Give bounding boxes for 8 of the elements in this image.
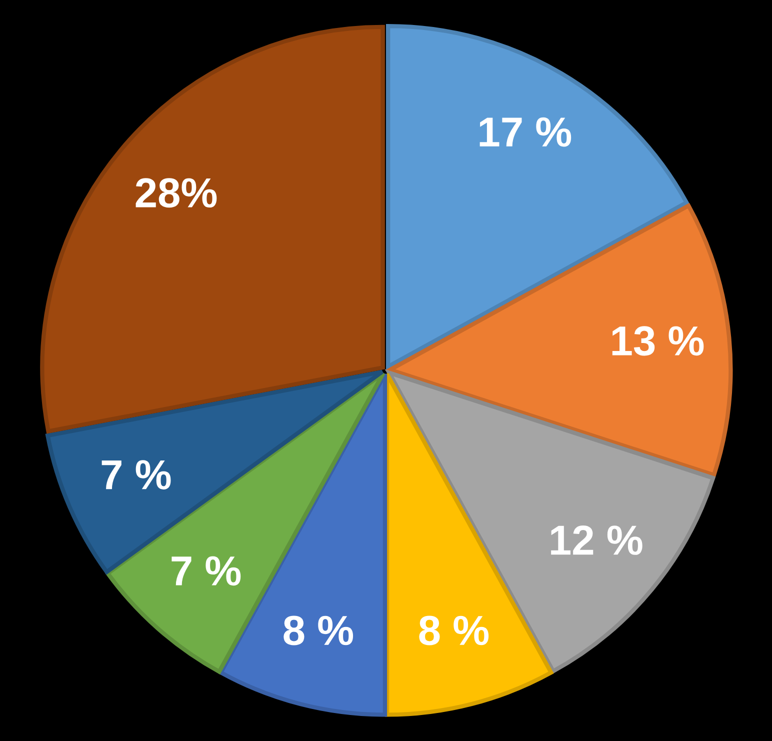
data-label: 13 % — [612, 326, 704, 356]
data-label: 8 % — [419, 616, 489, 646]
data-label: 12 % — [551, 525, 642, 555]
data-label: 28% — [136, 178, 217, 208]
data-label: 8 % — [284, 616, 354, 646]
data-label: 7 % — [172, 556, 241, 586]
data-label: 7 % — [102, 460, 171, 490]
data-label: 17 % — [480, 117, 572, 147]
